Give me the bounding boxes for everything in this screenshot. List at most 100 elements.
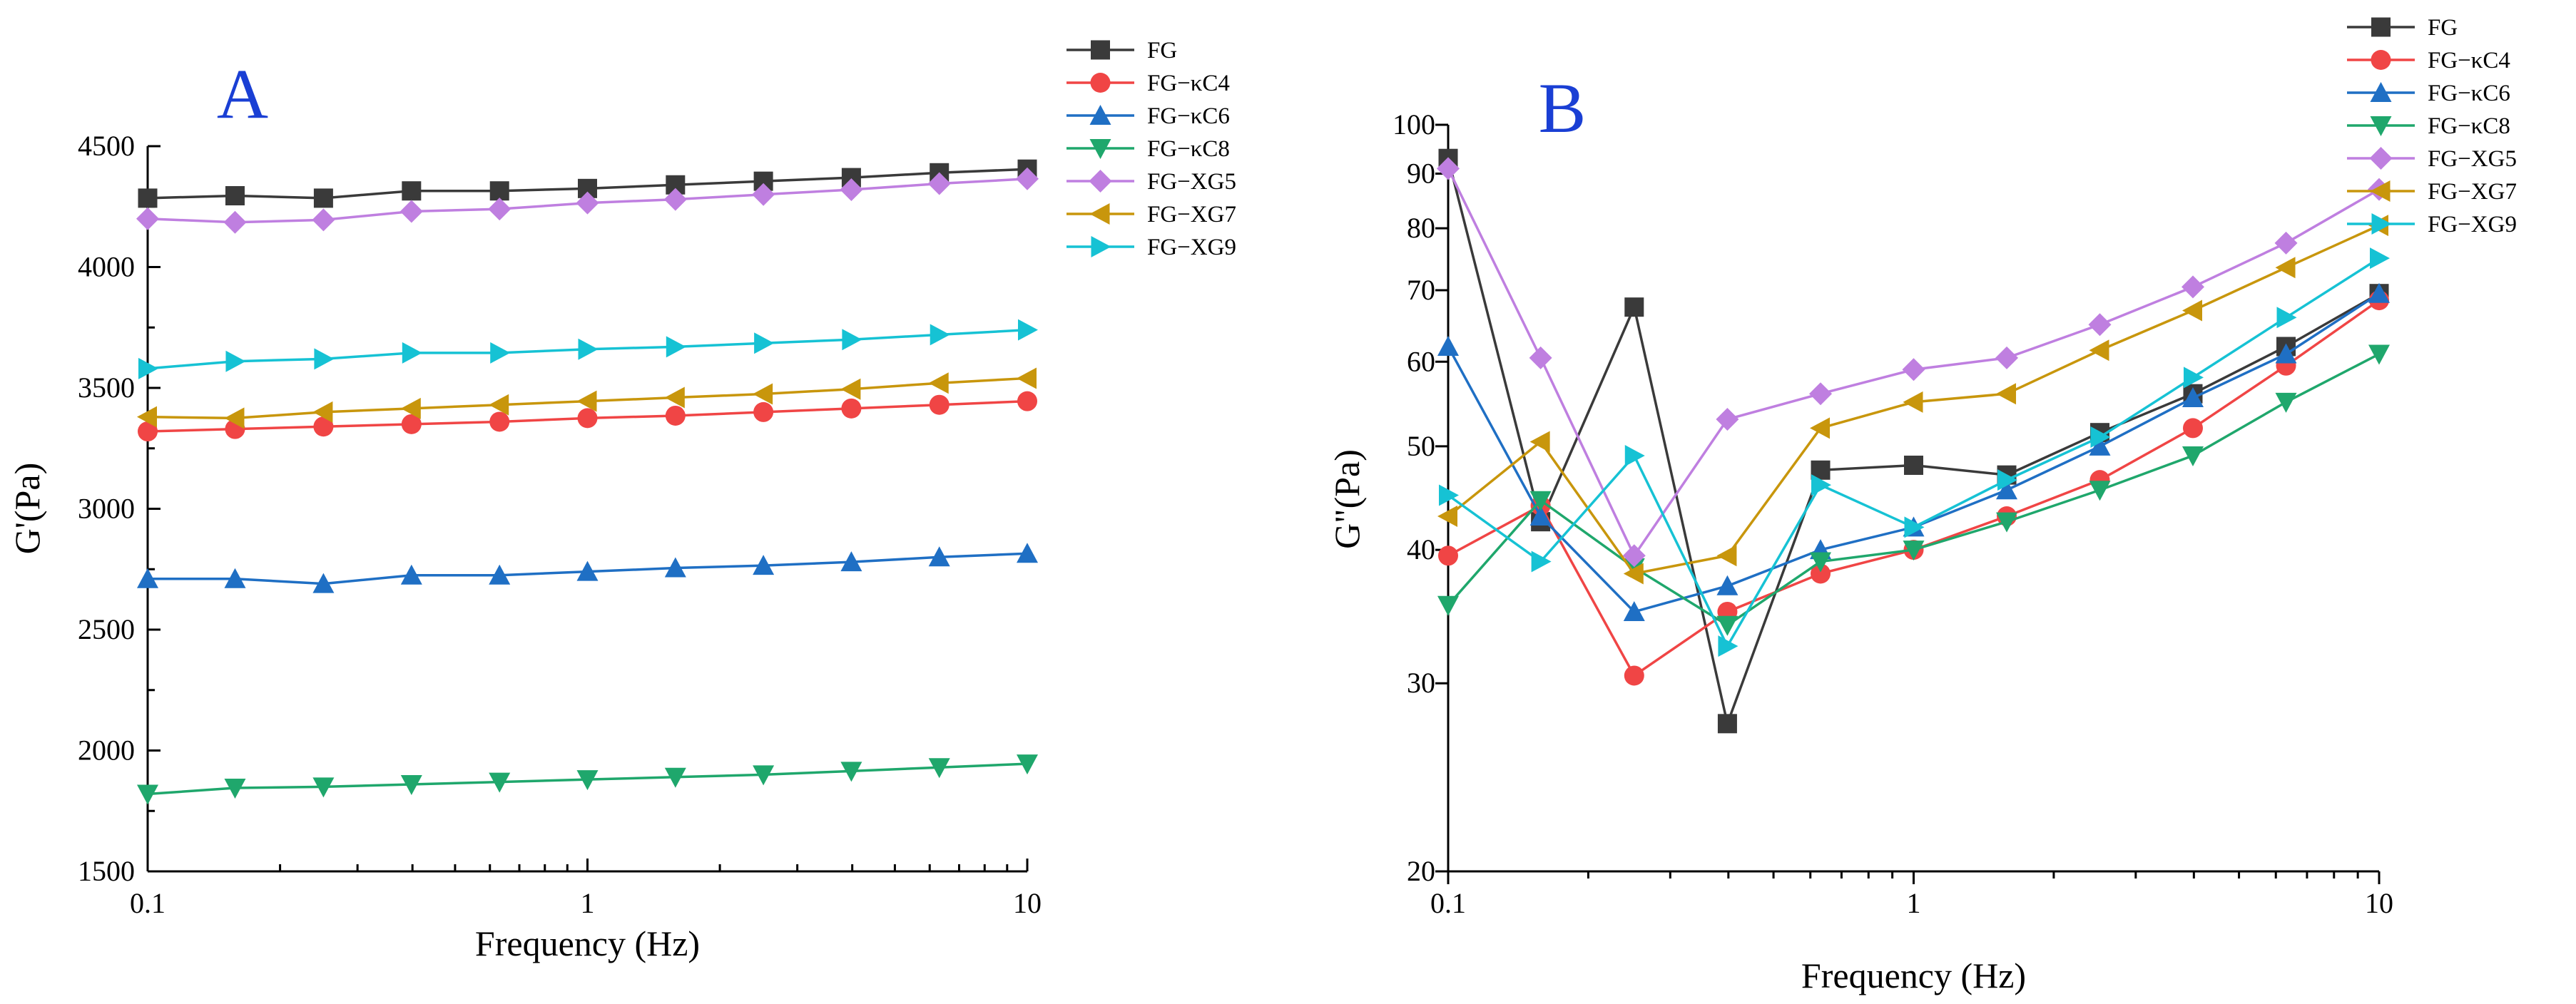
data-point (1997, 469, 2018, 491)
x-tick-label: 1 (1907, 887, 1921, 919)
y-tick-label: 80 (1407, 212, 1435, 244)
data-point (137, 568, 158, 588)
data-point (1529, 491, 1552, 511)
data-point (1811, 563, 1831, 584)
legend-label: FG−XG9 (2428, 212, 2517, 237)
data-point (2183, 367, 2204, 389)
data-point (2368, 282, 2390, 303)
data-point (2275, 343, 2297, 364)
data-point (664, 767, 686, 788)
data-point (1996, 383, 2017, 405)
legend-marker (2371, 50, 2391, 70)
series-1 (1438, 290, 2389, 686)
series-line (1447, 158, 2380, 729)
series-0 (138, 159, 1037, 208)
legend-label: FG−κC6 (2428, 81, 2510, 106)
data-point (1437, 595, 1459, 616)
data-point (1902, 358, 1925, 381)
data-point (137, 406, 157, 428)
data-point (402, 342, 422, 364)
x-tick-label: 10 (2365, 887, 2393, 919)
data-point (489, 564, 511, 585)
data-point (2182, 418, 2203, 439)
legend-marker (1089, 105, 1111, 125)
data-point (1718, 635, 1738, 657)
data-point (1624, 445, 1645, 467)
series-6 (138, 319, 1038, 379)
legend-marker (2371, 17, 2391, 37)
legend-label: FG−XG7 (1147, 202, 1236, 227)
series-line (1447, 292, 2380, 613)
x-tick-label: 0.1 (1430, 887, 1466, 919)
data-point (576, 390, 597, 412)
data-point (489, 411, 510, 432)
data-point (666, 336, 686, 358)
data-point (1903, 541, 1925, 561)
data-point (312, 401, 333, 423)
series-4 (136, 167, 1039, 234)
data-point (576, 560, 599, 581)
series-5 (137, 367, 1037, 429)
data-point (753, 383, 773, 405)
data-point (1811, 474, 1832, 496)
data-point (1017, 543, 1038, 563)
data-point (1529, 346, 1552, 369)
legend-marker (2370, 116, 2392, 136)
data-point (401, 414, 422, 434)
x-tick-label: 1 (581, 887, 595, 919)
legend-marker (2369, 147, 2393, 170)
y-tick-label: 20 (1407, 855, 1435, 887)
legend-item: FG (2347, 15, 2458, 41)
data-point (840, 551, 862, 572)
y-tick-label: 70 (1407, 274, 1435, 306)
panel-label: A (217, 54, 268, 133)
data-point (2370, 247, 2390, 270)
data-point (1716, 615, 1738, 636)
legend-label: FG−XG5 (1147, 169, 1236, 195)
data-point (137, 784, 158, 805)
data-point (1996, 479, 2018, 500)
data-point (1716, 408, 1739, 431)
legend-item: FG (1066, 38, 1177, 63)
data-point (488, 198, 511, 221)
data-point (1624, 297, 1644, 317)
data-point (753, 401, 774, 422)
y-tick-label: 2000 (78, 734, 135, 767)
legend-item: FG−κC4 (2347, 48, 2510, 73)
legend-marker (2370, 180, 2391, 202)
data-point (224, 407, 245, 429)
chart-panel-b: 0.1 1 10 20 30 40 50 60 70 80 90 100 Frequency (Hz) G… (1327, 15, 2517, 995)
data-point (841, 398, 862, 419)
data-point (490, 342, 511, 364)
legend-marker (2370, 82, 2392, 102)
series-4 (1437, 157, 2391, 568)
data-point (1529, 431, 1550, 453)
data-point (314, 348, 335, 370)
legend-item: FG−XG5 (2347, 146, 2517, 172)
legend-item: FG−XG9 (1066, 235, 1236, 260)
data-point (1716, 545, 1737, 567)
series-3 (137, 754, 1038, 805)
data-point (1995, 346, 2019, 369)
panel-label: B (1539, 68, 1587, 148)
x-tick-label: 0.1 (130, 887, 166, 919)
data-point (754, 332, 775, 354)
data-point (313, 416, 334, 437)
data-point (1624, 665, 1644, 686)
data-point (400, 774, 422, 795)
data-point (2275, 392, 2297, 413)
data-point (399, 200, 423, 223)
legend-item: FG−κC4 (1066, 71, 1230, 96)
y-tick-label: 2500 (78, 613, 135, 645)
legend-item: FG−κC6 (1066, 103, 1230, 129)
y-tick-label: 50 (1407, 430, 1435, 462)
data-point (136, 207, 159, 230)
data-point (312, 208, 335, 232)
legend-item: FG−XG9 (2347, 212, 2517, 237)
legend-marker (1090, 73, 1111, 93)
data-point (1437, 506, 1457, 528)
legend-marker (1091, 236, 1111, 257)
legend-marker (1089, 170, 1112, 193)
y-tick-label: 1500 (78, 855, 135, 887)
